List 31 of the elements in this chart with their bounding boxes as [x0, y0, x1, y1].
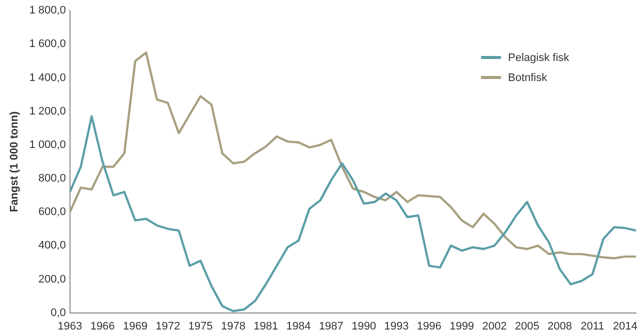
- y-tick-label: 1 600,0: [29, 38, 66, 50]
- x-tick-label: 2008: [548, 320, 572, 332]
- x-tick-label: 1987: [318, 320, 344, 332]
- x-tick-label: 1996: [416, 320, 442, 332]
- y-tick-label: 1 200,0: [29, 105, 66, 118]
- x-tick-label: 1966: [90, 320, 115, 332]
- x-tick-label: 2014: [612, 320, 638, 332]
- y-axis-title: Fangst (1 000 tonn): [8, 110, 21, 212]
- x-tick-label: 1999: [450, 320, 474, 332]
- y-tick-label: 0,0: [50, 306, 66, 319]
- y-tick-label: 800,0: [38, 172, 66, 185]
- x-tick-label: 1963: [58, 320, 82, 332]
- x-tick-label: 1975: [188, 320, 213, 332]
- x-tick-label: 1990: [352, 320, 376, 332]
- y-tick-label: 1 800,0: [29, 4, 66, 17]
- y-tick-label: 1 400,0: [29, 72, 66, 84]
- y-tick-label: 600,0: [38, 206, 66, 218]
- x-tick-label: 1972: [156, 320, 180, 332]
- y-tick-label: 200,0: [38, 273, 66, 286]
- x-tick-label: 1969: [122, 320, 148, 332]
- y-tick-label: 400,0: [38, 240, 66, 252]
- x-tick-label: 1993: [384, 320, 409, 332]
- x-tick-label: 2002: [482, 320, 507, 332]
- x-tick-label: 2011: [580, 320, 604, 332]
- y-tick-label: 1 000,0: [29, 138, 66, 151]
- legend-label: Pelagisk fisk: [508, 52, 570, 64]
- x-tick-label: 1981: [254, 320, 278, 332]
- x-tick-label: 1984: [286, 320, 311, 332]
- x-tick-label: 2005: [514, 320, 540, 332]
- x-tick-label: 1978: [220, 320, 246, 332]
- legend-label: Botnfisk: [508, 72, 548, 84]
